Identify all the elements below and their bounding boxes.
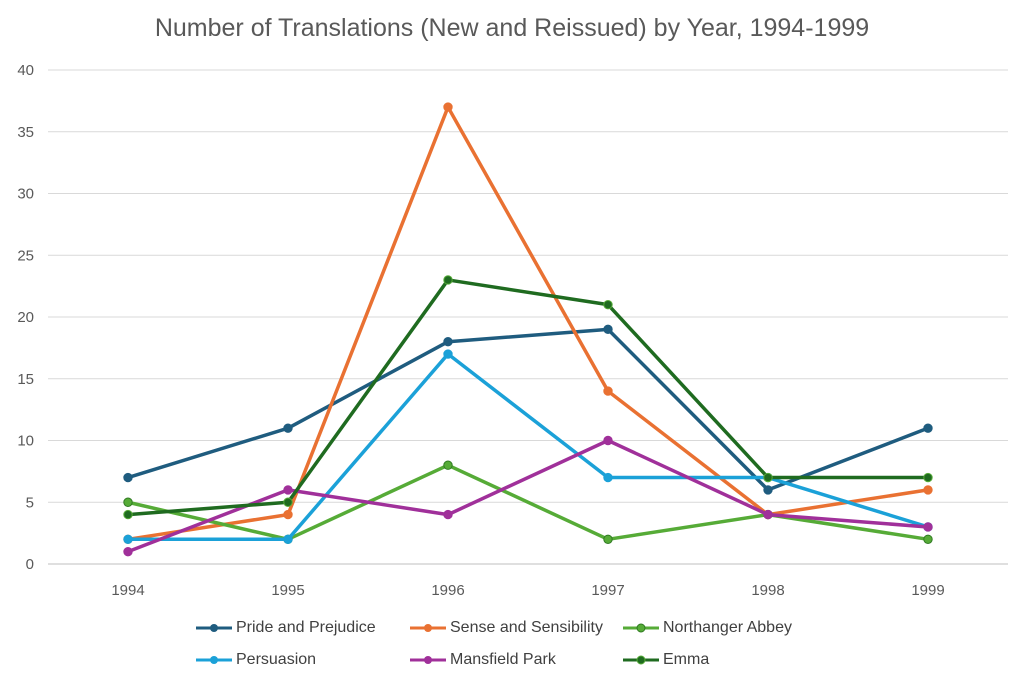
data-point bbox=[283, 497, 293, 507]
data-point bbox=[443, 460, 453, 470]
gridlines bbox=[48, 69, 1008, 565]
legend-label: Pride and Prejudice bbox=[236, 619, 376, 636]
data-point bbox=[123, 534, 133, 544]
legend-label: Emma bbox=[663, 651, 710, 668]
y-tick-label: 10 bbox=[17, 433, 34, 450]
x-tick-label: 1998 bbox=[751, 582, 784, 599]
data-point bbox=[283, 534, 293, 544]
y-tick-label: 40 bbox=[17, 62, 34, 79]
legend-item: Pride and Prejudice bbox=[196, 612, 376, 644]
data-point bbox=[603, 386, 613, 396]
data-point bbox=[283, 509, 293, 520]
y-tick-label: 20 bbox=[17, 309, 34, 326]
y-tick-label: 30 bbox=[17, 186, 34, 203]
series-pride-and-prejudice bbox=[123, 324, 933, 495]
data-point bbox=[443, 509, 453, 520]
data-point bbox=[443, 275, 453, 285]
series-line bbox=[126, 352, 930, 542]
data-point bbox=[923, 472, 933, 483]
legend-row-1: Pride and Prejudice Sense and Sensibilit… bbox=[0, 612, 1024, 644]
series-emma bbox=[123, 275, 933, 520]
legend-row-2: Persuasion Mansfield Park Emma bbox=[0, 644, 1024, 676]
x-tick-label: 1995 bbox=[271, 582, 304, 599]
data-point bbox=[443, 102, 453, 112]
legend-item: Persuasion bbox=[196, 644, 316, 676]
data-point bbox=[923, 485, 933, 495]
data-point bbox=[923, 534, 933, 544]
data-point bbox=[923, 423, 933, 433]
x-tick-label: 1999 bbox=[911, 582, 944, 599]
data-point bbox=[603, 324, 613, 335]
legend-item: Emma bbox=[623, 644, 709, 676]
legend-item: Mansfield Park bbox=[410, 644, 556, 676]
x-tick-label: 1997 bbox=[591, 582, 624, 599]
chart-title: Number of Translations (New and Reissued… bbox=[154, 14, 870, 42]
legend-label: Northanger Abbey bbox=[663, 619, 792, 636]
data-point bbox=[763, 509, 773, 520]
data-point bbox=[283, 423, 293, 433]
data-point bbox=[123, 497, 133, 507]
data-point bbox=[283, 485, 293, 495]
y-tick-label: 25 bbox=[17, 247, 34, 264]
data-point bbox=[763, 472, 773, 483]
series-line bbox=[126, 105, 930, 542]
x-tick-label: 1996 bbox=[431, 582, 464, 599]
data-point bbox=[603, 435, 613, 446]
data-point bbox=[123, 509, 133, 520]
legend-label: Persuasion bbox=[236, 651, 317, 668]
legend-marker-emma bbox=[623, 655, 659, 665]
data-point bbox=[603, 299, 613, 310]
y-tick-label: 35 bbox=[17, 124, 34, 141]
data-point bbox=[123, 546, 133, 557]
legend-item: Northanger Abbey bbox=[623, 612, 792, 644]
legend-marker-northanger-abbey bbox=[623, 623, 659, 633]
legend-marker-persuasion bbox=[196, 656, 232, 664]
y-tick-label: 15 bbox=[17, 371, 34, 388]
legend: Pride and Prejudice Sense and Sensibilit… bbox=[0, 612, 1024, 676]
legend-label: Sense and Sensibility bbox=[450, 619, 603, 636]
data-point bbox=[443, 349, 453, 359]
series-line bbox=[126, 278, 930, 517]
series-line bbox=[126, 438, 930, 554]
y-tick-label: 0 bbox=[26, 556, 34, 573]
legend-label: Mansfield Park bbox=[450, 651, 556, 668]
series-mansfield-park bbox=[123, 435, 933, 557]
series-line bbox=[126, 463, 930, 542]
legend-marker-pride-and-prejudice bbox=[196, 624, 232, 632]
data-point bbox=[443, 337, 453, 347]
data-point bbox=[763, 485, 773, 495]
data-point bbox=[923, 522, 933, 532]
series-line bbox=[126, 327, 930, 492]
data-point bbox=[603, 534, 613, 544]
data-point bbox=[603, 472, 613, 483]
y-tick-label: 5 bbox=[26, 494, 34, 511]
legend-item: Sense and Sensibility bbox=[410, 612, 603, 644]
legend-marker-sense-and-sensibility bbox=[410, 624, 446, 632]
data-point bbox=[123, 472, 133, 483]
x-tick-label: 1994 bbox=[111, 582, 144, 599]
legend-marker-mansfield-park bbox=[410, 656, 446, 664]
